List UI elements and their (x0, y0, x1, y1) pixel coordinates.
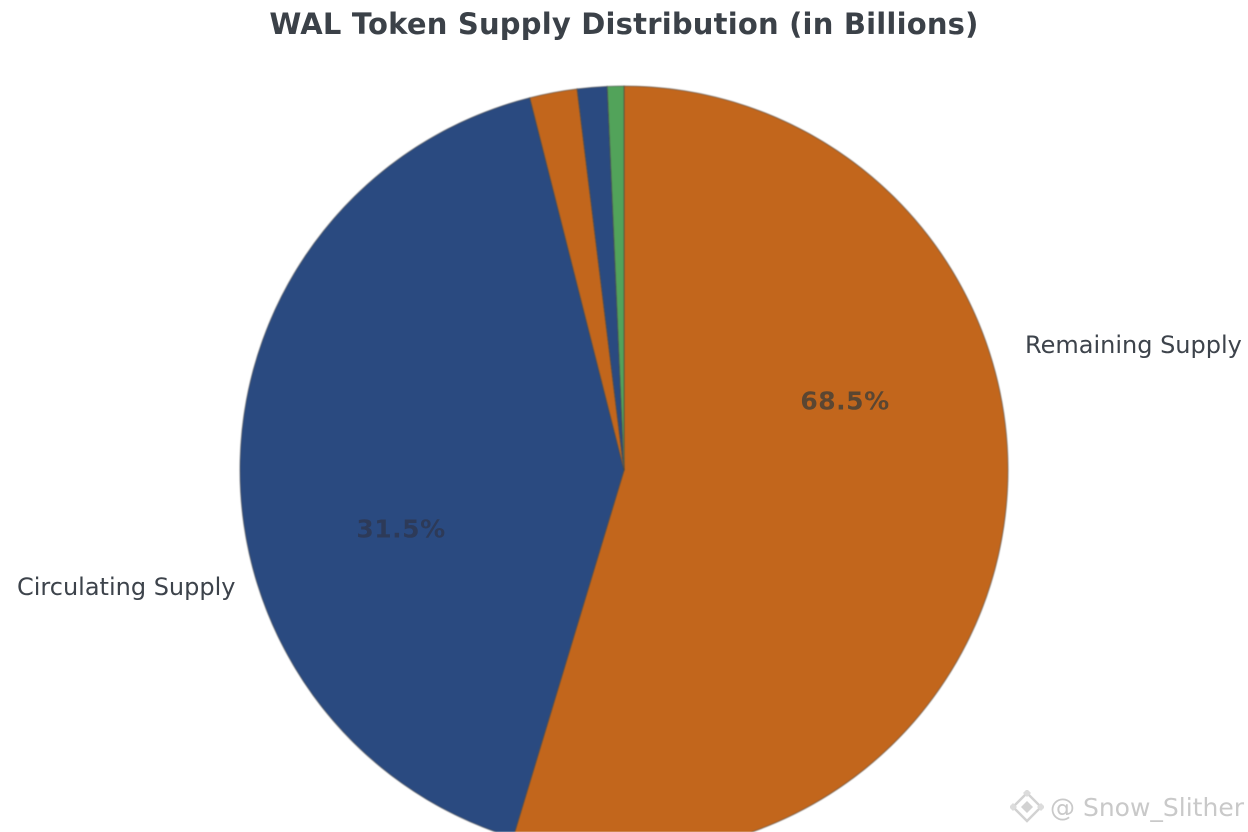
watermark-handle: @ Snow_Slither (1050, 792, 1244, 822)
pie-slice-remaining-supply (514, 85, 1009, 832)
pie-slice-circulating-supply (239, 97, 625, 832)
pie-slice-sliver-blue (576, 85, 625, 471)
pct-label-remaining-supply: 68.5% (800, 386, 890, 416)
chart-title: WAL Token Supply Distribution (in Billio… (269, 7, 979, 41)
diamond-gem-icon (1010, 790, 1045, 823)
slice-label-circulating-supply: Circulating Supply (17, 573, 236, 601)
slice-label-remaining-supply: Remaining Supply (1025, 331, 1242, 359)
pie-slice-sliver-green (606, 85, 625, 471)
pie-slice-sliver-orange (529, 88, 625, 471)
watermark: @ Snow_Slither (1010, 790, 1244, 824)
pct-label-circulating-supply: 31.5% (356, 514, 446, 544)
